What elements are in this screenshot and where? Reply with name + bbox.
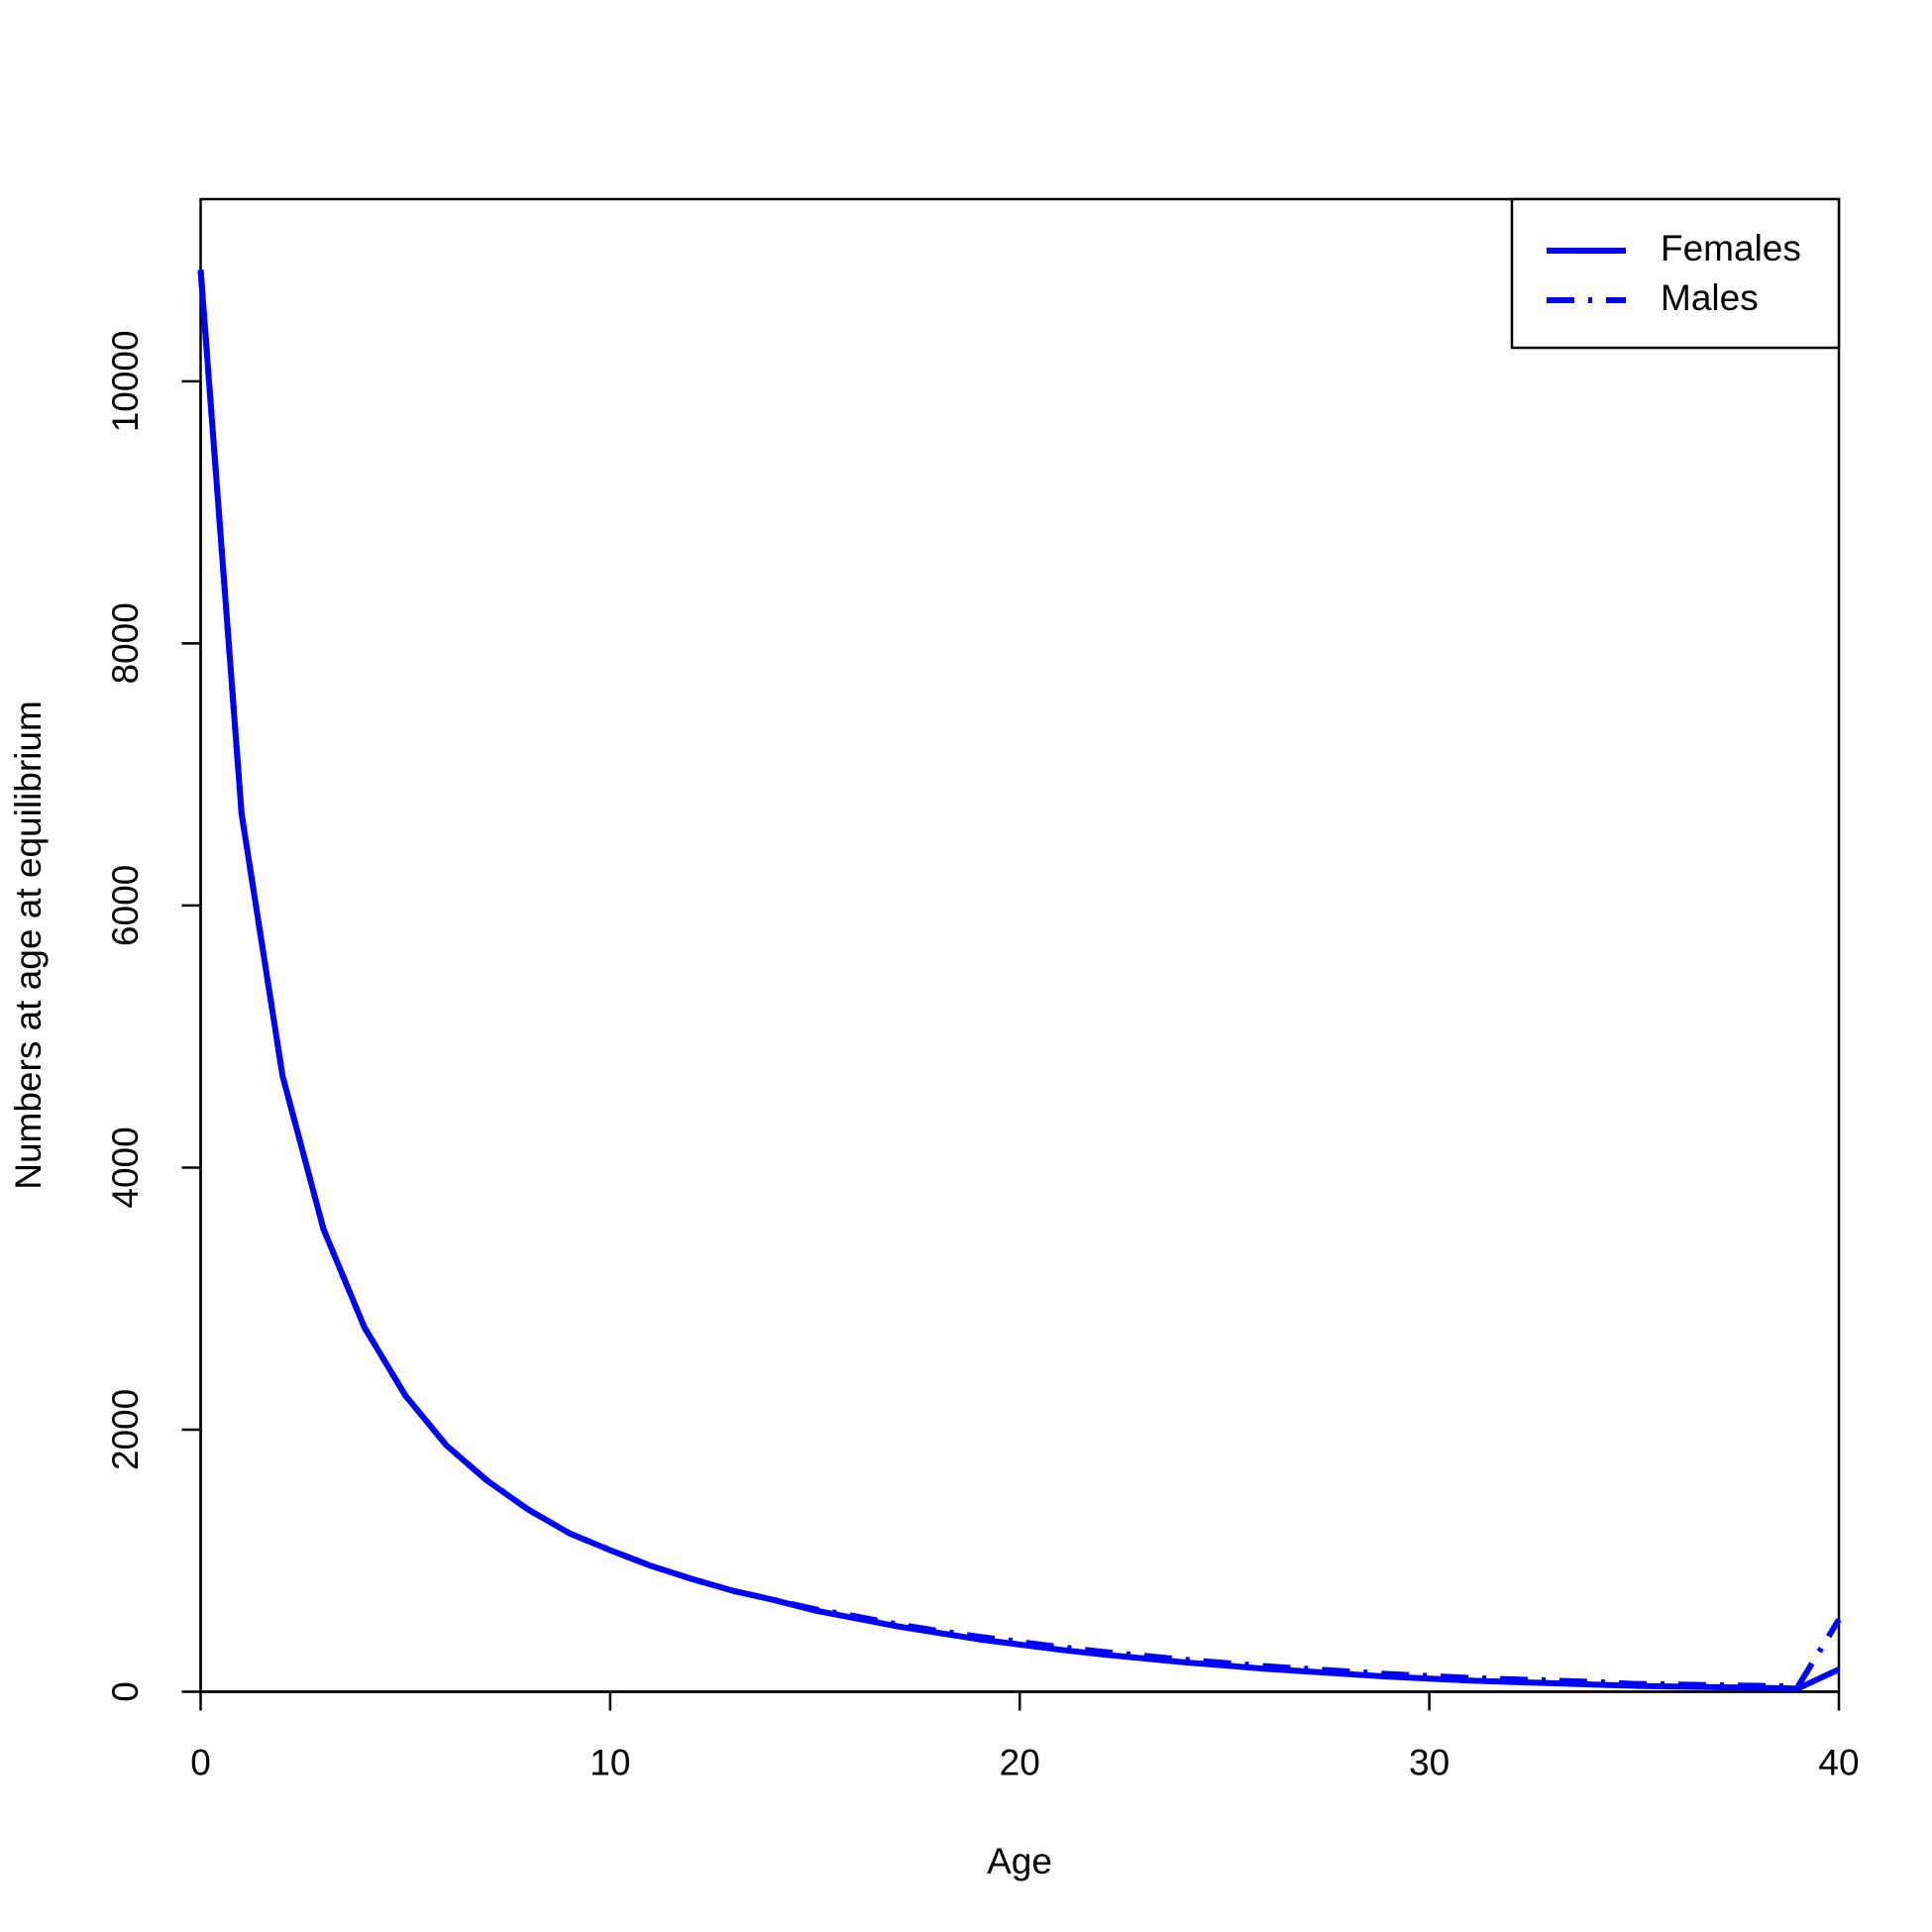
series-line [197,269,1842,1690]
plot-frame [199,197,1841,1693]
y-tick-label: 4000 [105,1127,146,1208]
y-axis-label: Numbers at age at equilibrium [8,700,49,1190]
x-tick-label: 0 [190,1742,211,1782]
x-tick-label: 10 [590,1742,630,1782]
x-tick-label: 20 [1000,1742,1040,1782]
y-tick-label: 10000 [105,330,146,432]
legend-label: Males [1661,277,1759,318]
legend-label: Females [1661,228,1801,268]
legend-box [1510,197,1841,350]
x-tick-label: 40 [1818,1742,1859,1782]
y-tick-label: 2000 [105,1389,146,1470]
x-axis-label: Age [987,1841,1052,1881]
y-tick-label: 6000 [105,865,146,946]
y-tick-label: 8000 [105,602,146,684]
x-tick-label: 30 [1409,1742,1449,1782]
series-line [197,269,1841,1692]
y-tick-label: 0 [105,1681,146,1702]
